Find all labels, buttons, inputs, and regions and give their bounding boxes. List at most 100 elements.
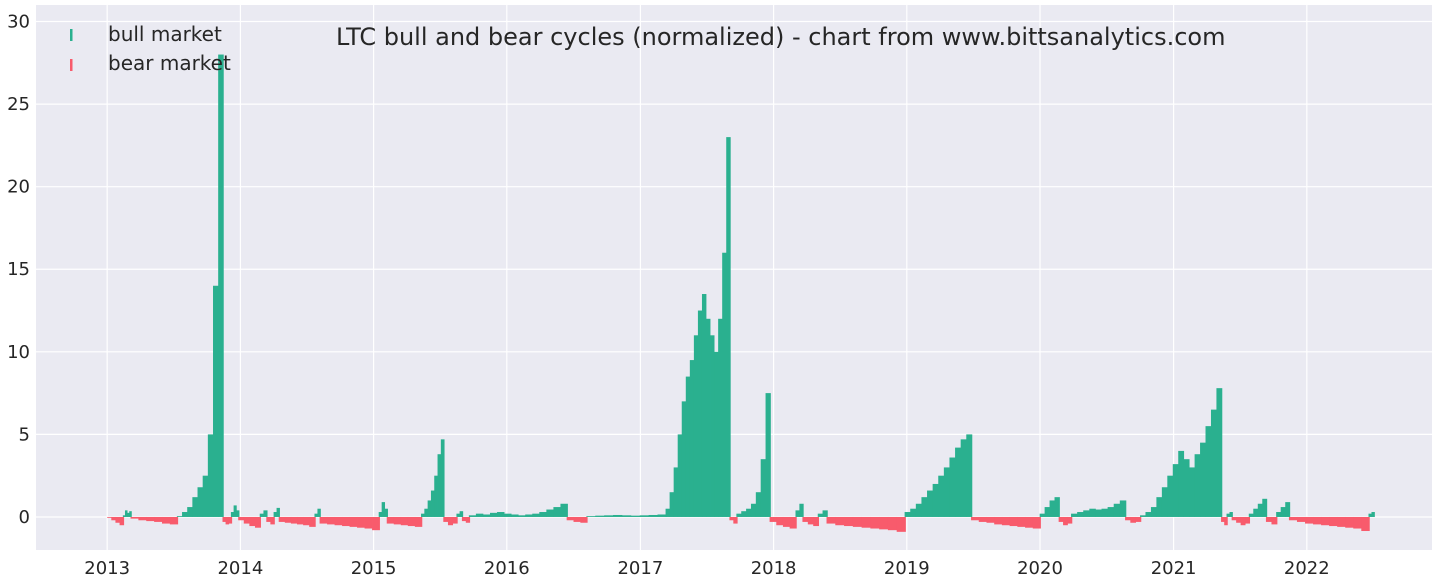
bear-bar bbox=[414, 516, 423, 527]
bull-bar bbox=[586, 516, 596, 517]
bull-bar bbox=[1280, 507, 1286, 517]
bull-bar bbox=[276, 507, 280, 517]
bull-bar bbox=[938, 475, 945, 517]
bull-bar bbox=[755, 492, 762, 517]
bear-bar bbox=[1240, 516, 1246, 526]
bull-bar bbox=[430, 490, 435, 517]
bear-bar bbox=[342, 516, 350, 527]
bull-bar bbox=[726, 137, 731, 517]
bear-bar bbox=[1224, 516, 1228, 526]
bull-bar bbox=[459, 511, 464, 517]
bear-bar bbox=[1345, 516, 1354, 528]
bull-bar bbox=[176, 516, 183, 517]
bear-bar bbox=[1221, 516, 1225, 522]
x-tick-label: 2022 bbox=[1284, 558, 1330, 579]
bull-bar bbox=[434, 475, 438, 517]
bull-bar bbox=[1276, 512, 1282, 517]
bear-bar bbox=[1271, 516, 1278, 525]
bear-bar bbox=[161, 516, 171, 524]
x-tick-label: 2019 bbox=[884, 558, 930, 579]
bear-bar bbox=[461, 516, 467, 522]
bull-bar bbox=[236, 510, 240, 517]
bull-bar bbox=[233, 505, 237, 517]
bull-bar bbox=[197, 487, 204, 517]
x-tick-label: 2015 bbox=[351, 558, 397, 579]
bull-bar bbox=[736, 513, 742, 517]
bull-bar bbox=[760, 459, 766, 517]
bull-bar bbox=[553, 507, 561, 517]
bull-bar bbox=[1210, 409, 1217, 517]
bear-bar bbox=[1321, 516, 1330, 526]
legend: bull market bear market bbox=[70, 22, 231, 75]
bull-bar bbox=[1183, 459, 1190, 517]
bull-bar bbox=[1140, 515, 1146, 517]
bull-bar bbox=[1200, 442, 1206, 517]
bear-bar bbox=[1032, 516, 1041, 529]
bear-bar bbox=[861, 516, 871, 528]
bear-bar bbox=[357, 516, 365, 528]
bear-bar bbox=[465, 516, 471, 523]
bear-bar bbox=[386, 516, 395, 524]
bull-bar bbox=[677, 434, 683, 517]
bull-bar bbox=[378, 512, 383, 517]
bear-bar bbox=[852, 516, 863, 527]
bear-bar bbox=[400, 516, 409, 526]
bull-bar bbox=[799, 503, 804, 517]
bull-bar bbox=[904, 512, 911, 517]
bull-bar bbox=[689, 360, 695, 517]
bull-bar bbox=[314, 513, 318, 517]
bull-bar bbox=[746, 508, 752, 517]
y-tick-label: 25 bbox=[7, 94, 30, 115]
bear-bar bbox=[776, 516, 784, 526]
bear-bar bbox=[1361, 516, 1370, 532]
bull-bar bbox=[1039, 513, 1046, 517]
bull-bar bbox=[424, 508, 429, 517]
bull-bar bbox=[1054, 497, 1060, 517]
bear-bar bbox=[782, 516, 791, 527]
bull-bar bbox=[1119, 500, 1127, 517]
bull-bar bbox=[218, 54, 224, 517]
bear-bar bbox=[802, 516, 809, 522]
bull-bar bbox=[921, 497, 928, 517]
bear-bar bbox=[1063, 516, 1068, 526]
bear-bar bbox=[243, 516, 250, 524]
bull-bar bbox=[1161, 487, 1168, 517]
bull-bar bbox=[714, 351, 719, 517]
bear-bar bbox=[270, 516, 275, 525]
bull-bar bbox=[182, 512, 188, 517]
bear-bar bbox=[1305, 516, 1314, 524]
bear-bar bbox=[1337, 516, 1346, 527]
bull-bar bbox=[621, 515, 632, 517]
bull-bar bbox=[765, 393, 771, 517]
bull-bar bbox=[966, 434, 973, 517]
bear-bar bbox=[1329, 516, 1338, 527]
bear-bar bbox=[1353, 516, 1362, 529]
bear-bar bbox=[319, 516, 328, 524]
bull-bar bbox=[122, 515, 126, 517]
bull-bar bbox=[693, 335, 699, 517]
bull-bar bbox=[669, 492, 675, 517]
bull-bar bbox=[1226, 513, 1230, 517]
bull-bar bbox=[546, 509, 554, 517]
bear-bar bbox=[452, 516, 458, 524]
bull-bar bbox=[207, 434, 214, 517]
bull-bar bbox=[943, 467, 950, 517]
bear-bar bbox=[146, 516, 155, 522]
bull-bar bbox=[1285, 502, 1291, 517]
bull-bar bbox=[518, 515, 526, 517]
chart-title: LTC bull and bear cycles (normalized) - … bbox=[336, 23, 1225, 51]
legend-marker-bear bbox=[70, 59, 73, 71]
bear-bar bbox=[372, 516, 380, 531]
bull-bar bbox=[1044, 507, 1050, 517]
bull-bar bbox=[202, 475, 209, 517]
bear-bar bbox=[896, 516, 906, 532]
bear-bar bbox=[1231, 516, 1237, 521]
bear-bar bbox=[1067, 516, 1073, 524]
bull-bar bbox=[1156, 497, 1163, 517]
bull-bar bbox=[932, 483, 939, 517]
bull-bar bbox=[665, 508, 671, 517]
bull-bar bbox=[639, 515, 650, 517]
bull-bar bbox=[915, 503, 922, 517]
bear-bar bbox=[835, 516, 845, 526]
